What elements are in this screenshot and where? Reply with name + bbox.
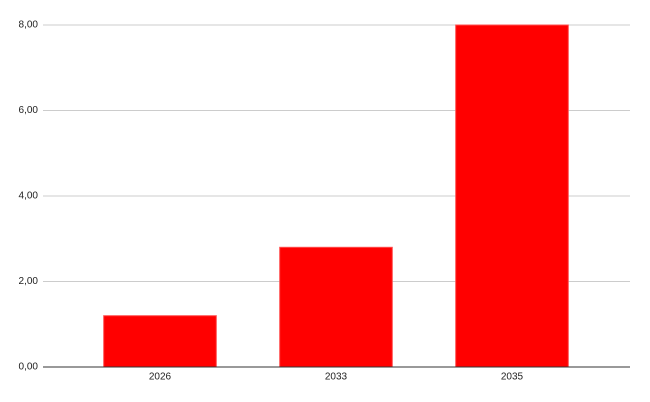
y-tick-label: 4,00 [19, 191, 39, 202]
x-tick-label: 2026 [149, 372, 172, 383]
x-tick-label: 2035 [501, 372, 524, 383]
x-tick-label: 2033 [325, 372, 348, 383]
y-tick-label: 0,00 [19, 362, 39, 373]
y-tick-label: 2,00 [19, 276, 39, 287]
bar [103, 315, 217, 368]
y-tick-label: 8,00 [19, 20, 39, 31]
bar [455, 24, 569, 368]
bar [279, 246, 393, 368]
y-tick-label: 6,00 [19, 105, 39, 116]
